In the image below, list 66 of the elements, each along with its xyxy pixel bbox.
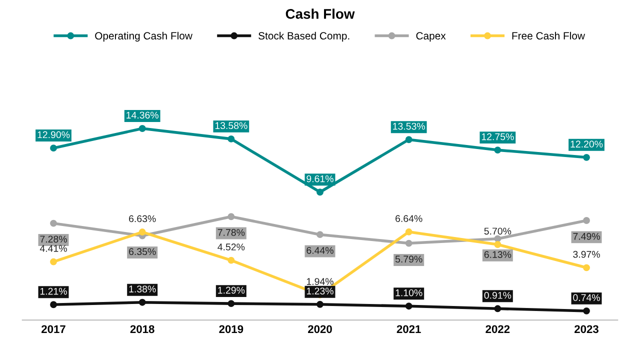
data-label: 12.90% <box>38 131 70 138</box>
legend-label: Free Cash Flow <box>512 32 586 40</box>
point <box>583 154 590 161</box>
point <box>583 307 590 314</box>
point <box>50 258 57 266</box>
data-label: 1.21% <box>40 288 67 295</box>
point <box>50 220 57 227</box>
data-label: 1.94% <box>306 278 334 285</box>
data-label: 7.49% <box>573 232 600 240</box>
data-label: 5.79% <box>395 256 422 263</box>
data-label: 0.91% <box>484 292 512 299</box>
point <box>50 144 57 152</box>
data-label: 6.35% <box>129 248 156 256</box>
data-label: 12.20% <box>570 140 603 148</box>
point <box>494 241 502 248</box>
chart-title: Cash Flow <box>286 8 355 19</box>
data-label: 0.74% <box>573 294 600 302</box>
legend-label: Capex <box>416 32 446 42</box>
data-label: 13.58% <box>215 122 248 130</box>
x-tick-label: 2021 <box>396 325 421 334</box>
data-label: 1.29% <box>218 286 245 294</box>
x-tick-label: 2017 <box>42 325 66 334</box>
x-tick-label: 2020 <box>308 325 332 334</box>
data-label: 7.28% <box>40 236 67 243</box>
point <box>405 136 412 144</box>
data-label: 1.10% <box>396 289 422 296</box>
data-label: 13.53% <box>393 122 425 130</box>
point <box>583 217 590 224</box>
point <box>316 231 324 238</box>
data-label: 4.52% <box>218 244 245 250</box>
point <box>494 235 502 242</box>
legend-label: Stock Based Comp. <box>258 32 350 42</box>
data-label: 6.13% <box>484 251 512 258</box>
point <box>405 228 412 236</box>
data-label: 1.23% <box>306 288 334 294</box>
point <box>494 305 502 312</box>
point <box>405 302 412 310</box>
point <box>494 146 502 154</box>
data-label: 4.41% <box>40 245 67 252</box>
point <box>138 125 146 132</box>
x-tick-label: 2022 <box>486 325 510 334</box>
data-label: 6.44% <box>306 246 334 254</box>
point <box>316 188 324 196</box>
data-label: 6.63% <box>129 215 156 222</box>
data-label: 14.36% <box>126 112 158 119</box>
data-label: 12.75% <box>482 133 514 140</box>
x-tick-label: 2019 <box>219 325 244 334</box>
data-label: 9.61% <box>306 175 334 182</box>
data-label: 3.97% <box>573 250 600 258</box>
data-label: 6.64% <box>396 215 422 222</box>
point <box>228 256 235 264</box>
point <box>138 298 146 306</box>
point <box>583 264 590 272</box>
point <box>316 300 324 308</box>
data-label: 7.78% <box>218 229 245 236</box>
point <box>228 135 235 142</box>
legend-label: Operating Cash Flow <box>95 32 192 42</box>
point <box>405 240 412 247</box>
point <box>138 228 146 236</box>
x-tick-label: 2018 <box>130 325 154 334</box>
point <box>50 301 57 308</box>
data-label: 1.38% <box>129 286 156 292</box>
point <box>228 300 235 308</box>
point <box>228 213 235 220</box>
data-label: 5.70% <box>484 228 512 235</box>
x-tick-label: 2023 <box>574 325 598 334</box>
